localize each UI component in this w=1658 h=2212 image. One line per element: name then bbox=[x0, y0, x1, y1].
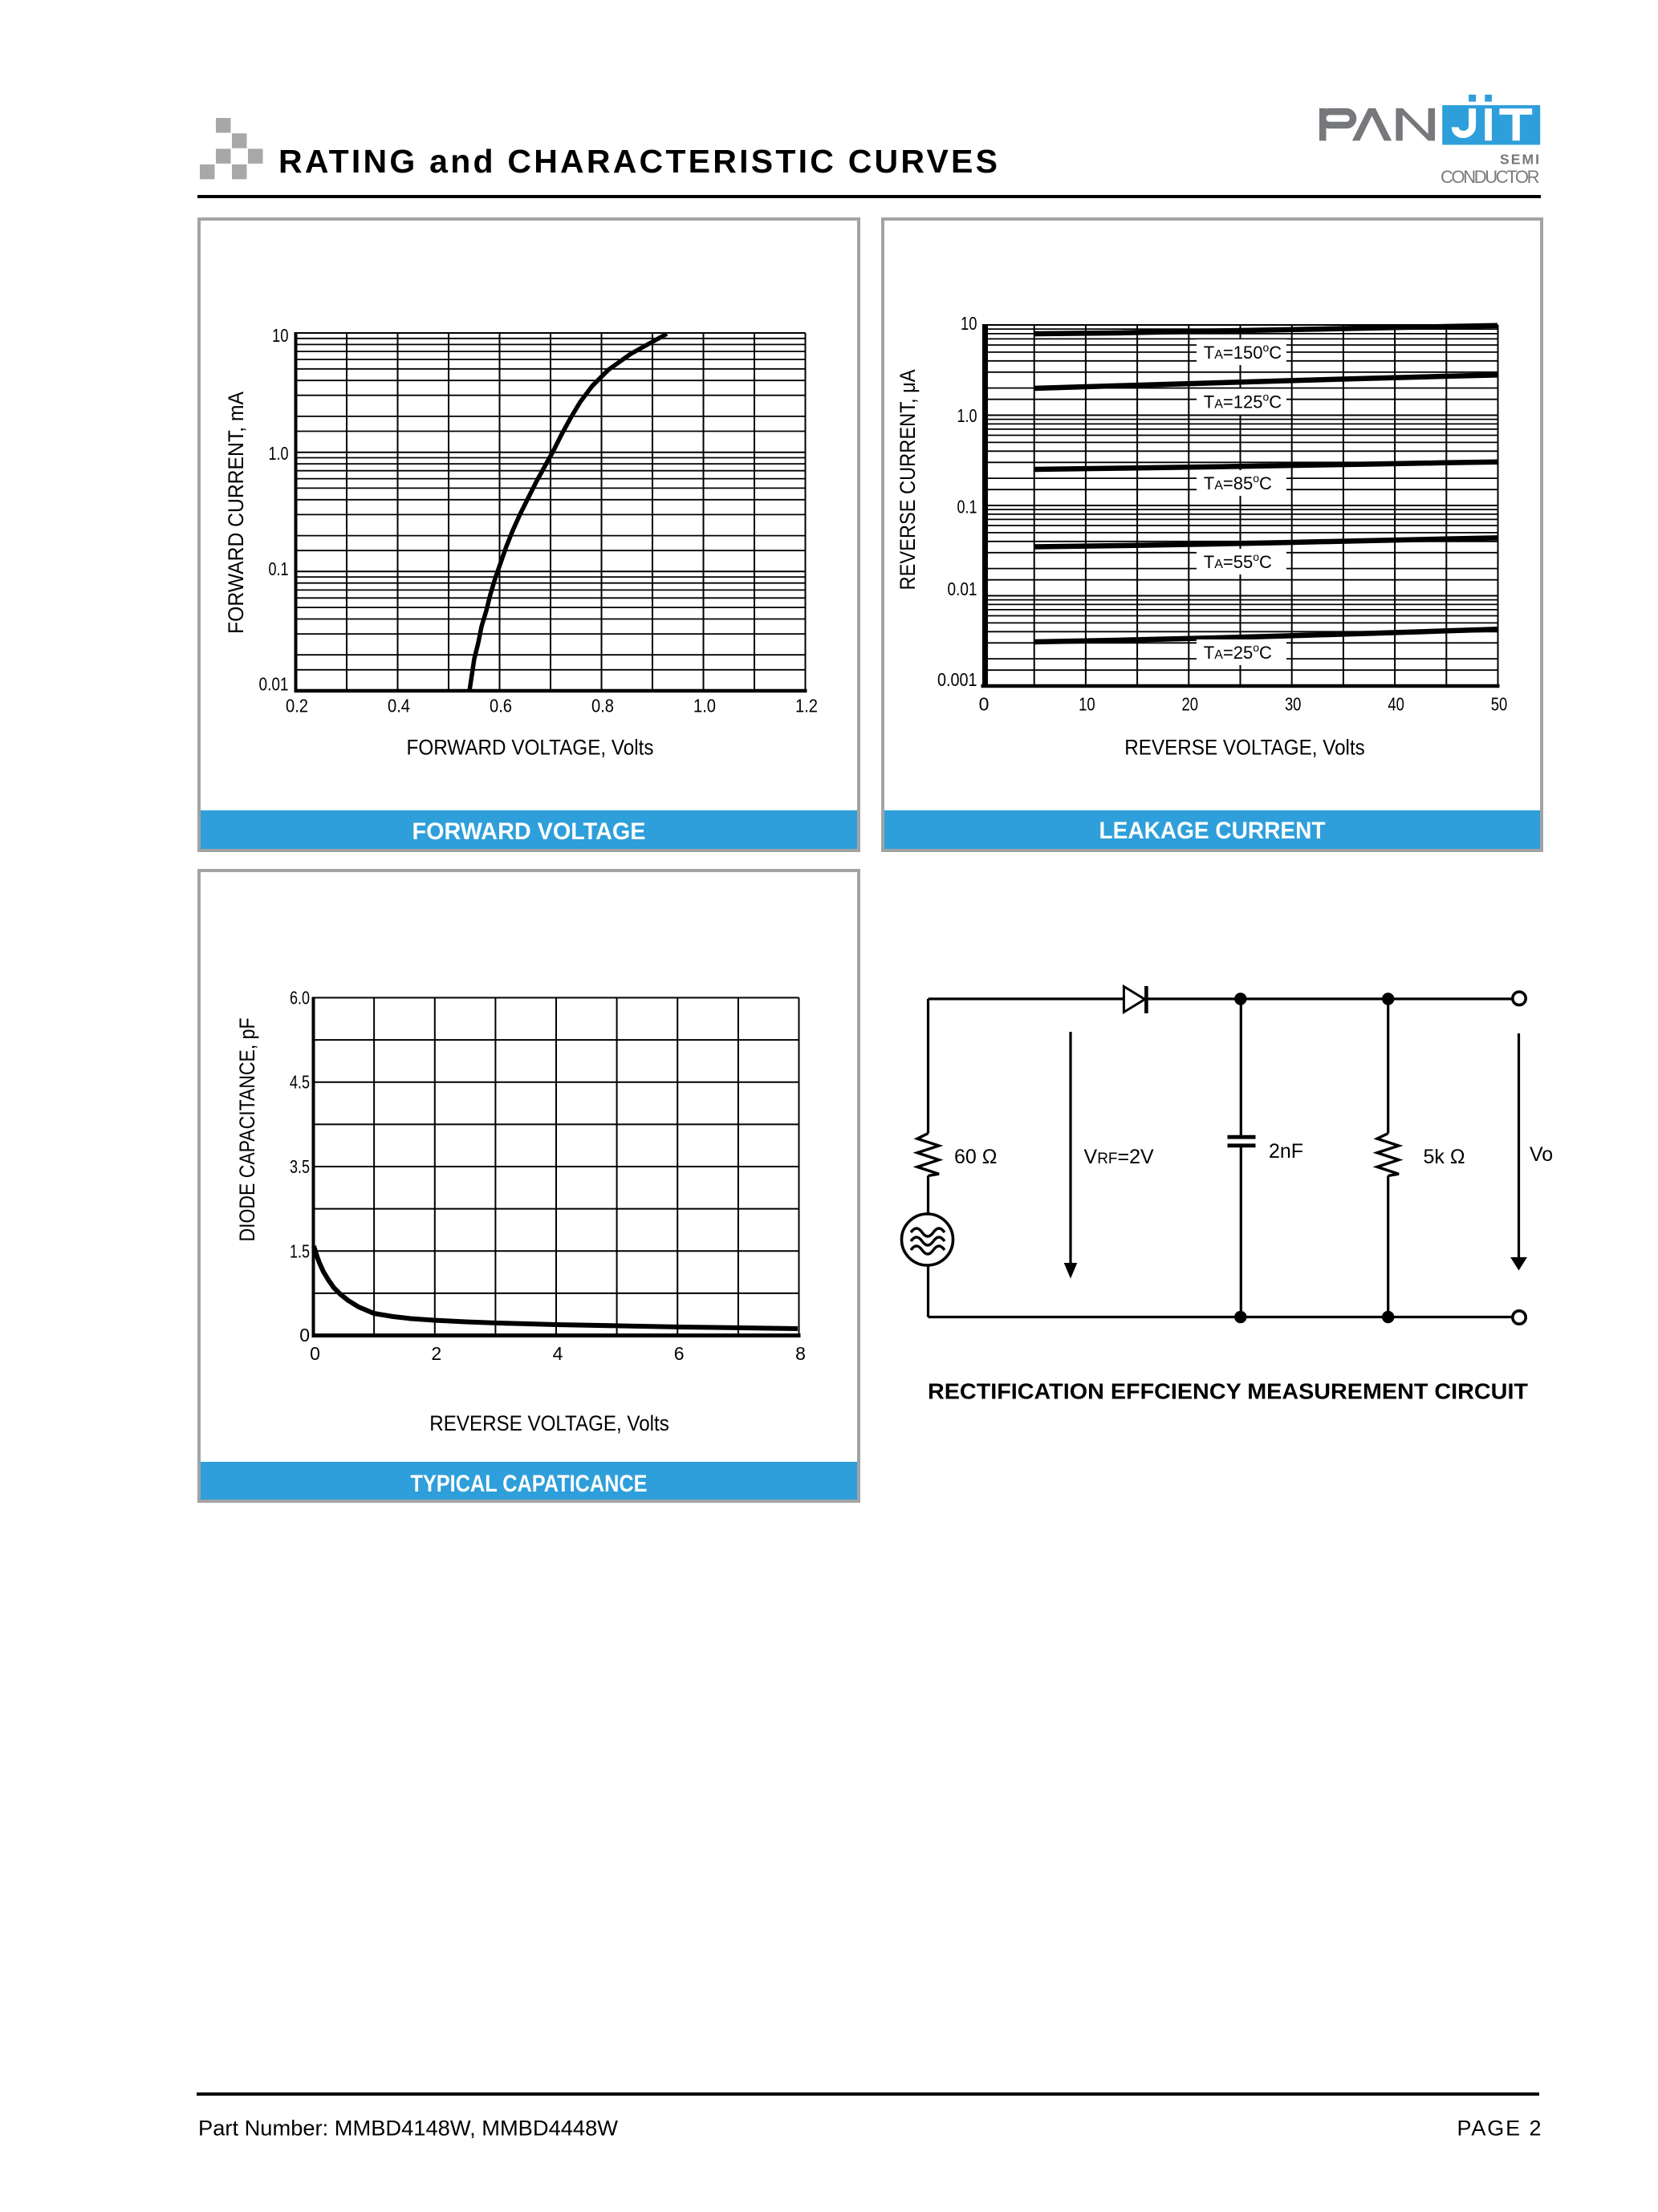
svg-text:FORWARD VOLTAGE: FORWARD VOLTAGE bbox=[412, 818, 646, 845]
svg-text:FORWARD VOLTAGE, Volts: FORWARD VOLTAGE, Volts bbox=[407, 735, 654, 759]
svg-text:TA=85oC: TA=85oC bbox=[1204, 472, 1272, 493]
svg-text:CONDUCTOR: CONDUCTOR bbox=[1441, 167, 1540, 187]
svg-text:0.1: 0.1 bbox=[957, 497, 977, 517]
svg-text:SEMI: SEMI bbox=[1500, 152, 1539, 168]
svg-text:VRF=2V: VRF=2V bbox=[1084, 1146, 1155, 1168]
svg-text:TA=150oC: TA=150oC bbox=[1204, 341, 1282, 363]
svg-text:4.5: 4.5 bbox=[290, 1072, 310, 1093]
svg-text:RATING and CHARACTERISTIC CURV: RATING and CHARACTERISTIC CURVES bbox=[278, 143, 998, 180]
svg-text:REVERSE CURRENT, μA: REVERSE CURRENT, μA bbox=[896, 369, 920, 590]
svg-text:0.6: 0.6 bbox=[490, 696, 512, 716]
svg-text:0.01: 0.01 bbox=[948, 578, 977, 599]
svg-text:20: 20 bbox=[1182, 694, 1199, 715]
svg-text:REVERSE VOLTAGE, Volts: REVERSE VOLTAGE, Volts bbox=[429, 1411, 669, 1435]
svg-text:Vo: Vo bbox=[1530, 1143, 1553, 1166]
svg-text:REVERSE VOLTAGE, Volts: REVERSE VOLTAGE, Volts bbox=[1124, 735, 1365, 759]
svg-text:1.0: 1.0 bbox=[693, 696, 716, 716]
svg-text:0.4: 0.4 bbox=[388, 696, 410, 716]
svg-text:10: 10 bbox=[1079, 694, 1095, 715]
svg-text:3.5: 3.5 bbox=[290, 1156, 310, 1177]
svg-text:0: 0 bbox=[310, 1343, 320, 1364]
svg-text:TA=25oC: TA=25oC bbox=[1204, 641, 1272, 663]
svg-text:40: 40 bbox=[1388, 694, 1404, 715]
svg-text:10: 10 bbox=[961, 313, 977, 334]
svg-text:LEAKAGE CURRENT: LEAKAGE CURRENT bbox=[1099, 818, 1326, 844]
svg-text:6: 6 bbox=[674, 1343, 685, 1364]
svg-text:2nF: 2nF bbox=[1269, 1140, 1303, 1163]
svg-text:FORWARD CURRENT, mA: FORWARD CURRENT, mA bbox=[224, 392, 248, 634]
svg-text:10: 10 bbox=[272, 325, 289, 346]
svg-text:0.1: 0.1 bbox=[269, 558, 289, 579]
svg-text:TA=125oC: TA=125oC bbox=[1204, 391, 1282, 412]
svg-text:60 Ω: 60 Ω bbox=[954, 1146, 997, 1168]
svg-text:PAGE 2: PAGE 2 bbox=[1457, 2117, 1542, 2141]
svg-text:2: 2 bbox=[431, 1343, 441, 1364]
svg-text:DIODE CAPACITANCE, pF: DIODE CAPACITANCE, pF bbox=[235, 1018, 259, 1242]
svg-text:4: 4 bbox=[553, 1343, 563, 1364]
svg-text:0.2: 0.2 bbox=[286, 696, 308, 716]
svg-text:50: 50 bbox=[1491, 694, 1508, 715]
svg-text:0.01: 0.01 bbox=[259, 674, 289, 695]
svg-text:5k Ω: 5k Ω bbox=[1424, 1146, 1465, 1168]
svg-text:0.001: 0.001 bbox=[937, 669, 977, 690]
svg-text:0.8: 0.8 bbox=[591, 696, 614, 716]
svg-text:RECTIFICATION EFFCIENCY MEASUR: RECTIFICATION EFFCIENCY MEASUREMENT CIRC… bbox=[928, 1379, 1528, 1404]
svg-text:TYPICAL CAPATICANCE: TYPICAL CAPATICANCE bbox=[411, 1471, 648, 1497]
svg-text:0: 0 bbox=[299, 1325, 310, 1345]
svg-text:6.0: 6.0 bbox=[290, 988, 310, 1009]
svg-text:0: 0 bbox=[979, 694, 990, 715]
svg-text:1.2: 1.2 bbox=[795, 696, 818, 716]
svg-text:TA=55oC: TA=55oC bbox=[1204, 550, 1272, 572]
svg-text:Part Number: MMBD4148W, MMBD44: Part Number: MMBD4148W, MMBD4448W bbox=[198, 2117, 619, 2141]
svg-text:8: 8 bbox=[795, 1343, 806, 1364]
svg-text:1.5: 1.5 bbox=[290, 1240, 310, 1261]
svg-text:1.0: 1.0 bbox=[957, 405, 977, 426]
svg-text:30: 30 bbox=[1285, 694, 1302, 715]
svg-text:1.0: 1.0 bbox=[269, 443, 289, 464]
